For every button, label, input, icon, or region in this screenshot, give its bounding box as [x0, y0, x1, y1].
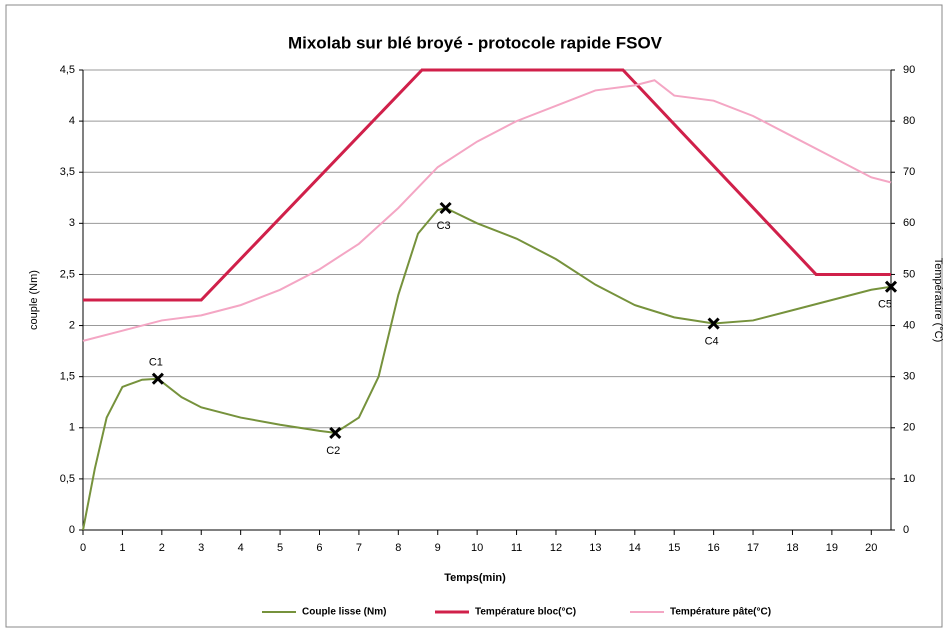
y2-tick-label: 20 [903, 422, 915, 434]
x-tick-label: 12 [550, 542, 562, 554]
annotation-marker [707, 317, 720, 330]
annotation-marker [439, 201, 452, 215]
annotation-label: C5 [878, 299, 892, 311]
x-tick-label: 13 [589, 542, 601, 554]
x-tick-label: 14 [629, 542, 641, 554]
x-tick-label: 19 [826, 542, 838, 554]
chart-title: Mixolab sur blé broyé - protocole rapide… [288, 33, 663, 52]
annotation-label: C1 [149, 357, 163, 369]
y-tick-label: 3,5 [60, 166, 75, 178]
y2-tick-label: 90 [903, 64, 915, 76]
annotation-marker [151, 372, 164, 385]
y-tick-label: 4 [69, 115, 75, 127]
y-tick-label: 0,5 [60, 473, 75, 485]
x-tick-label: 3 [198, 542, 204, 554]
y-axis-title: couple (Nm) [28, 270, 40, 330]
x-tick-label: 4 [238, 542, 244, 554]
y-tick-label: 1,5 [60, 371, 75, 383]
y-tick-label: 4,5 [60, 64, 75, 76]
x-tick-label: 8 [395, 542, 401, 554]
y2-tick-label: 30 [903, 371, 915, 383]
series-line [82, 79, 892, 342]
y-tick-label: 1 [69, 422, 75, 434]
x-tick-label: 0 [80, 542, 86, 554]
y2-tick-label: 10 [903, 473, 915, 485]
x-tick-label: 16 [708, 542, 720, 554]
x-tick-label: 7 [356, 542, 362, 554]
x-tick-label: 6 [316, 542, 322, 554]
legend-label: Température bloc(°C) [475, 607, 576, 618]
y2-tick-label: 40 [903, 319, 915, 331]
x-tick-label: 20 [865, 542, 877, 554]
y2-tick-label: 50 [903, 268, 915, 280]
x-tick-label: 9 [435, 542, 441, 554]
y-tick-label: 3 [69, 217, 75, 229]
y-tick-label: 2,5 [60, 268, 75, 280]
annotation-label: C2 [326, 445, 340, 457]
x-tick-label: 10 [471, 542, 483, 554]
series-line [83, 68, 891, 302]
y-tick-label: 2 [69, 319, 75, 331]
annotation-marker [329, 426, 342, 439]
y-tick-label: 0 [69, 524, 75, 536]
chart-frame [5, 4, 943, 628]
annotation-label: C3 [437, 220, 451, 232]
y2-tick-label: 0 [903, 524, 909, 536]
legend-label: Température pâte(°C) [670, 607, 771, 618]
x-tick-label: 5 [277, 542, 283, 554]
y2-tick-label: 80 [903, 115, 915, 127]
legend-label: Couple lisse (Nm) [302, 607, 386, 618]
x-tick-label: 15 [668, 542, 680, 554]
x-tick-label: 1 [119, 542, 125, 554]
y2-tick-label: 60 [903, 217, 915, 229]
x-tick-label: 2 [159, 542, 165, 554]
x-tick-label: 11 [511, 542, 522, 554]
annotation-marker [884, 280, 898, 293]
annotation-label: C4 [705, 335, 719, 347]
y2-tick-label: 70 [903, 166, 915, 178]
series-line [82, 206, 892, 531]
x-tick-label: 17 [747, 542, 759, 554]
x-tick-label: 18 [786, 542, 798, 554]
x-axis-title: Temps(min) [444, 572, 506, 584]
y2-axis-title: Température (°C) [932, 258, 944, 342]
